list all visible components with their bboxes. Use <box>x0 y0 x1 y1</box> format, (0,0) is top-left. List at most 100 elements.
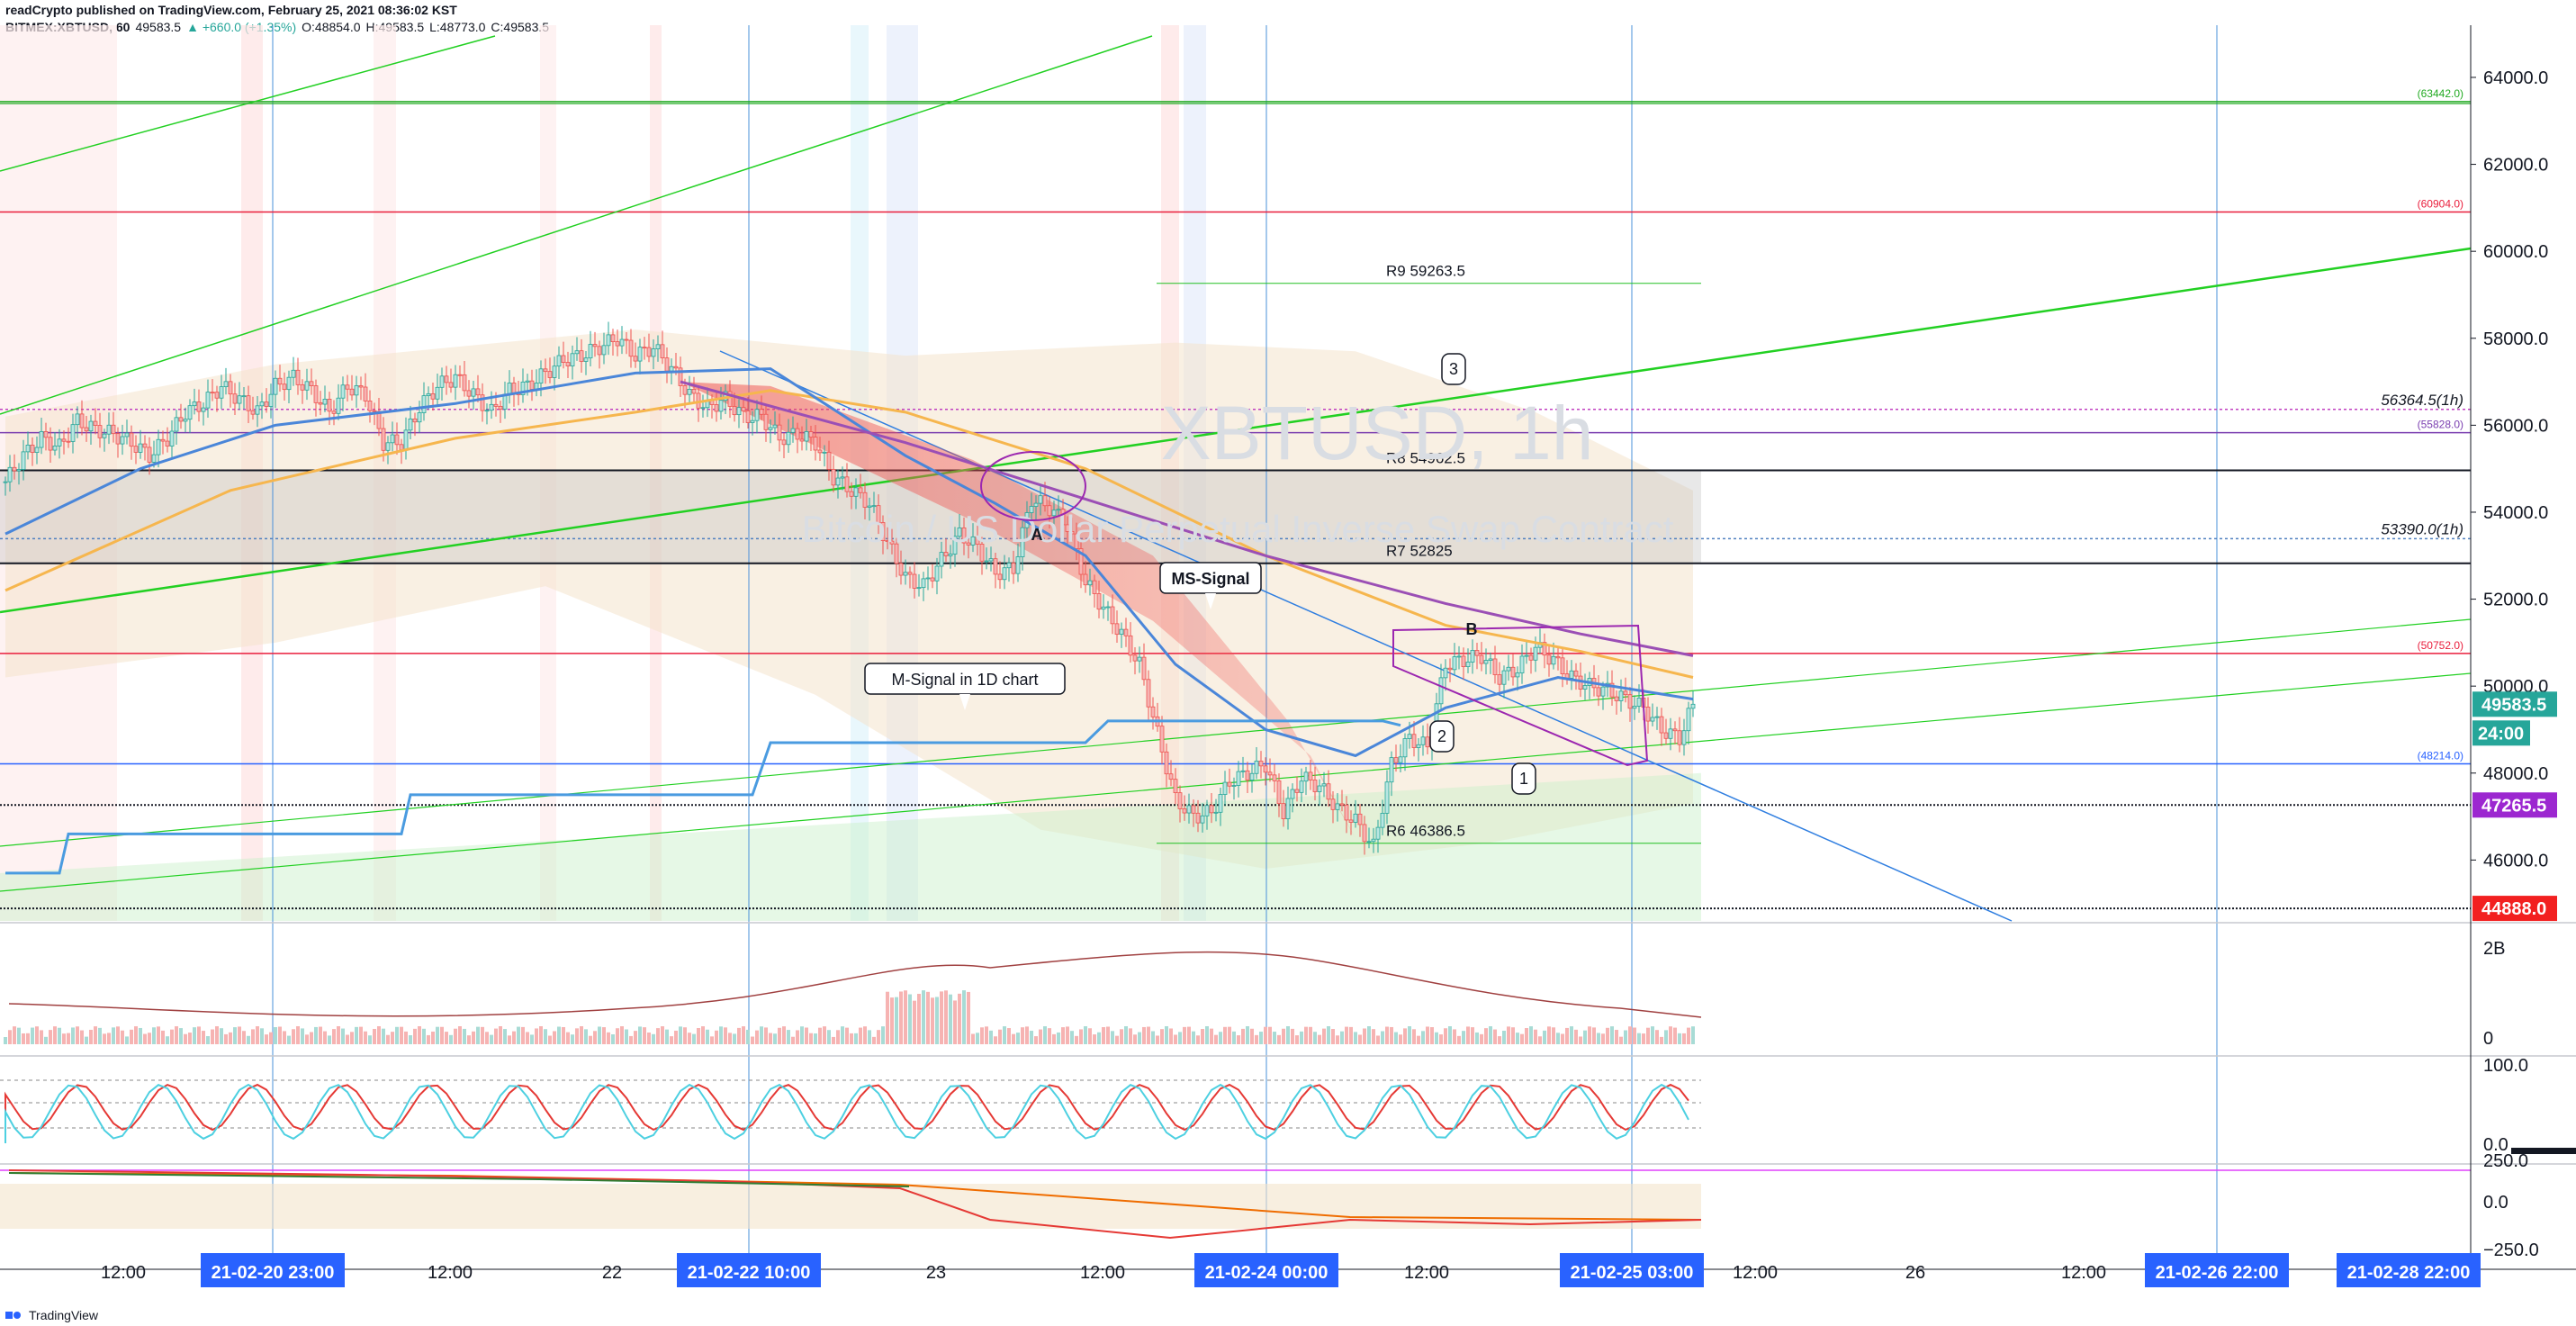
candle-body-185 <box>835 477 841 486</box>
volume-bar-189 <box>854 1033 858 1044</box>
footer-brand[interactable]: TradingView <box>29 1308 99 1322</box>
candle-body-2 <box>12 466 17 472</box>
candle-body-71 <box>322 399 328 405</box>
candle-body-286 <box>1290 789 1295 799</box>
volume-bar-346 <box>1561 1033 1564 1044</box>
candle-body-362 <box>1632 706 1637 709</box>
volume-bar-116 <box>526 1032 529 1044</box>
time-tick-12: 12:00 <box>2061 1263 2106 1283</box>
candle-body-303 <box>1366 841 1372 843</box>
candle-body-180 <box>813 437 818 451</box>
candle-body-87 <box>394 434 400 446</box>
volume-bar-6 <box>31 1027 34 1044</box>
volume-bar-94 <box>427 1034 430 1044</box>
candle-body-122 <box>552 365 557 378</box>
price-tick-label-1: 62000.0 <box>2483 156 2548 176</box>
time-tag-bg-9 <box>1560 1253 1704 1287</box>
volume-bar-4 <box>22 1033 25 1044</box>
volume-bar-309 <box>1394 1032 1398 1044</box>
candle-body-342 <box>1542 642 1547 656</box>
volume-bar-31 <box>143 1033 147 1044</box>
candle-body-15 <box>70 424 76 442</box>
candle-body-305 <box>1375 826 1381 840</box>
candle-body-216 <box>975 536 980 545</box>
volume-bar-144 <box>652 1033 655 1044</box>
volume-bar-366 <box>1651 1026 1654 1044</box>
volume-bar-151 <box>683 1027 687 1044</box>
candle-body-333 <box>1501 670 1507 685</box>
volume-bar-224 <box>1012 1033 1015 1044</box>
candle-body-36 <box>165 440 170 447</box>
candle-body-360 <box>1623 690 1628 696</box>
volume-bar-17 <box>80 1030 84 1044</box>
volume-bar-272 <box>1228 1026 1231 1044</box>
volume-bar-123 <box>557 1026 561 1044</box>
main-pane: (63442.0) (60904.0) 56364.5(1h) (55828.0) 53… <box>0 35 2472 922</box>
candle-body-343 <box>1546 654 1552 665</box>
volume-bar-84 <box>382 1028 385 1044</box>
candle-body-139 <box>628 339 634 357</box>
candle-body-150 <box>678 367 683 386</box>
volume-bar-133 <box>602 1027 606 1044</box>
volume-bar-238 <box>1075 1035 1078 1044</box>
volume-bar-213 <box>962 990 966 1044</box>
volume-bar-321 <box>1448 1026 1452 1044</box>
volume-bar-200 <box>904 990 907 1044</box>
volume-bar-76 <box>346 1034 349 1044</box>
candle-body-198 <box>894 543 899 564</box>
candle-body-357 <box>1609 682 1615 698</box>
candle-body-289 <box>1303 771 1309 782</box>
volume-bar-352 <box>1588 1026 1591 1044</box>
candle-body-339 <box>1528 654 1534 661</box>
volume-bar-217 <box>980 1027 984 1044</box>
time-tick-4: 21-02-22 10:00 <box>688 1263 811 1283</box>
candle-body-123 <box>556 355 562 367</box>
level-label-0: (63442.0) <box>2418 87 2463 100</box>
volume-bar-355 <box>1601 1033 1605 1044</box>
volume-bar-192 <box>868 1030 871 1044</box>
volume-bar-65 <box>296 1026 300 1044</box>
candle-body-112 <box>507 383 512 395</box>
volume-bar-220 <box>994 1036 997 1044</box>
volume-bar-69 <box>314 1026 318 1044</box>
volume-bar-121 <box>548 1035 552 1044</box>
price-tag-2: 47265.5 <box>2481 796 2546 816</box>
volume-bar-221 <box>998 1029 1002 1044</box>
volume-bar-271 <box>1223 1026 1227 1044</box>
candle-body-344 <box>1551 655 1556 665</box>
candle-body-354 <box>1596 687 1601 697</box>
time-tick-11: 26 <box>1905 1263 1925 1283</box>
candle-body-322 <box>1452 656 1457 671</box>
candle-body-63 <box>286 376 292 391</box>
volume-bar-1 <box>8 1030 12 1044</box>
volume-bar-137 <box>620 1026 624 1044</box>
candle-body-42 <box>192 401 197 407</box>
volume-bar-287 <box>1295 1035 1299 1044</box>
volume-bar-322 <box>1453 1029 1456 1044</box>
volume-bar-117 <box>530 1034 534 1044</box>
candle-body-173 <box>781 439 787 446</box>
candle-body-269 <box>1213 811 1219 814</box>
annotation-pointer-3 <box>959 694 970 710</box>
candle-body-282 <box>1272 774 1277 781</box>
volume-bar-148 <box>670 1036 673 1044</box>
candle-body-132 <box>597 346 602 356</box>
pivot-R6-label: R6 46386.5 <box>1386 823 1465 840</box>
volume-bar-23 <box>107 1033 111 1044</box>
volume-bar-181 <box>818 1027 822 1044</box>
volume-bar-359 <box>1619 1036 1623 1044</box>
candle-body-0 <box>3 481 8 483</box>
time-tick-8: 12:00 <box>1404 1263 1449 1283</box>
time-tick-14: 21-02-28 22:00 <box>2347 1263 2471 1283</box>
candle-body-95 <box>430 393 436 400</box>
candle-body-238 <box>1074 533 1079 549</box>
volume-bar-266 <box>1201 1029 1204 1044</box>
candle-body-249 <box>1123 628 1129 636</box>
volume-bar-234 <box>1057 1032 1060 1044</box>
volume-bar-91 <box>413 1028 417 1044</box>
candle-body-167 <box>754 409 760 421</box>
volume-bar-310 <box>1399 1034 1402 1044</box>
volume-bar-307 <box>1385 1026 1389 1044</box>
candle-body-22 <box>102 433 107 438</box>
